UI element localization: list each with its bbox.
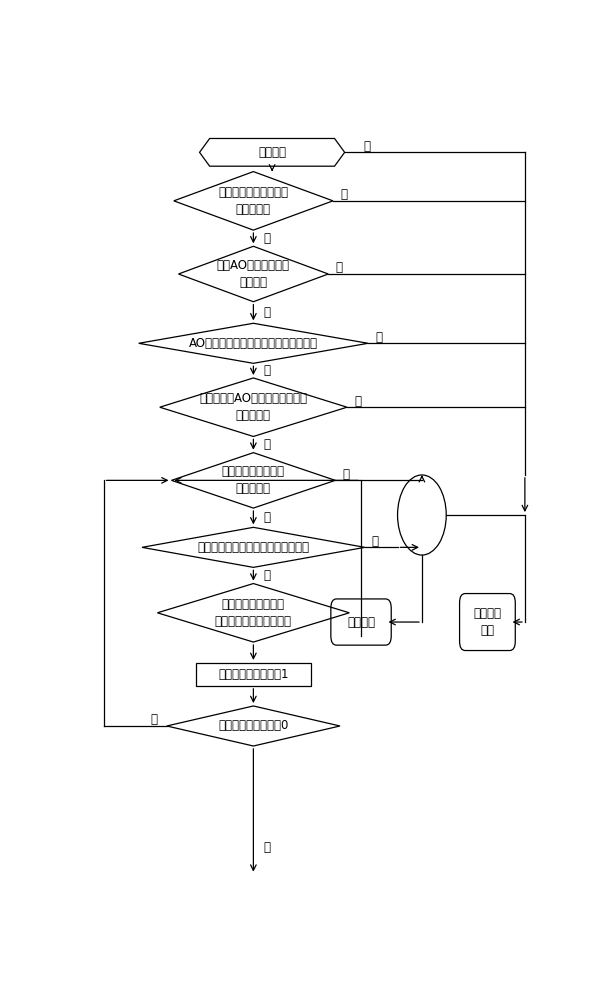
Text: 否: 否	[342, 468, 349, 481]
Text: 是: 是	[264, 841, 271, 854]
Text: 启动AO生化池进水泵
是否启动: 启动AO生化池进水泵 是否启动	[217, 259, 290, 289]
Text: 否: 否	[372, 535, 379, 548]
Text: 急停顺控
报警: 急停顺控 报警	[474, 607, 501, 637]
Bar	[196, 663, 310, 686]
Text: 否: 否	[150, 713, 158, 726]
Text: 周期进水次数是否为0: 周期进水次数是否为0	[218, 719, 289, 732]
Text: 厌氧罐进水流量累计是否达到设定值: 厌氧罐进水流量累计是否达到设定值	[198, 541, 309, 554]
Text: 关闭电机及AO生化池进水阀门，
是否都到位: 关闭电机及AO生化池进水阀门， 是否都到位	[199, 392, 307, 422]
Text: 是: 是	[264, 438, 271, 451]
Text: 否: 否	[375, 331, 382, 344]
Text: 是: 是	[264, 569, 271, 582]
Text: 关闭厌氧罐进水泵，
等待设定循环倒计时结束: 关闭厌氧罐进水泵， 等待设定循环倒计时结束	[215, 598, 292, 628]
Text: 是: 是	[264, 232, 271, 245]
Text: 顺控停止: 顺控停止	[347, 616, 375, 629]
Text: 是: 是	[264, 306, 271, 319]
Text: 是: 是	[264, 511, 271, 524]
Text: 否: 否	[335, 261, 342, 274]
Text: 启动顺控: 启动顺控	[258, 146, 286, 159]
Text: 否: 否	[354, 395, 361, 408]
Text: 打开厌氧罐出水阀门，
是否开到位: 打开厌氧罐出水阀门， 是否开到位	[219, 186, 288, 216]
Text: AO生化池进水流量累计是否达到设定值: AO生化池进水流量累计是否达到设定值	[189, 337, 318, 350]
Text: 是: 是	[264, 364, 271, 377]
Text: 否: 否	[340, 188, 347, 201]
Text: 启动厌氧罐进水泵，
是否都到位: 启动厌氧罐进水泵， 是否都到位	[222, 465, 285, 495]
Text: 设定周期进水次数减1: 设定周期进水次数减1	[218, 668, 289, 681]
Text: 否: 否	[364, 140, 370, 153]
